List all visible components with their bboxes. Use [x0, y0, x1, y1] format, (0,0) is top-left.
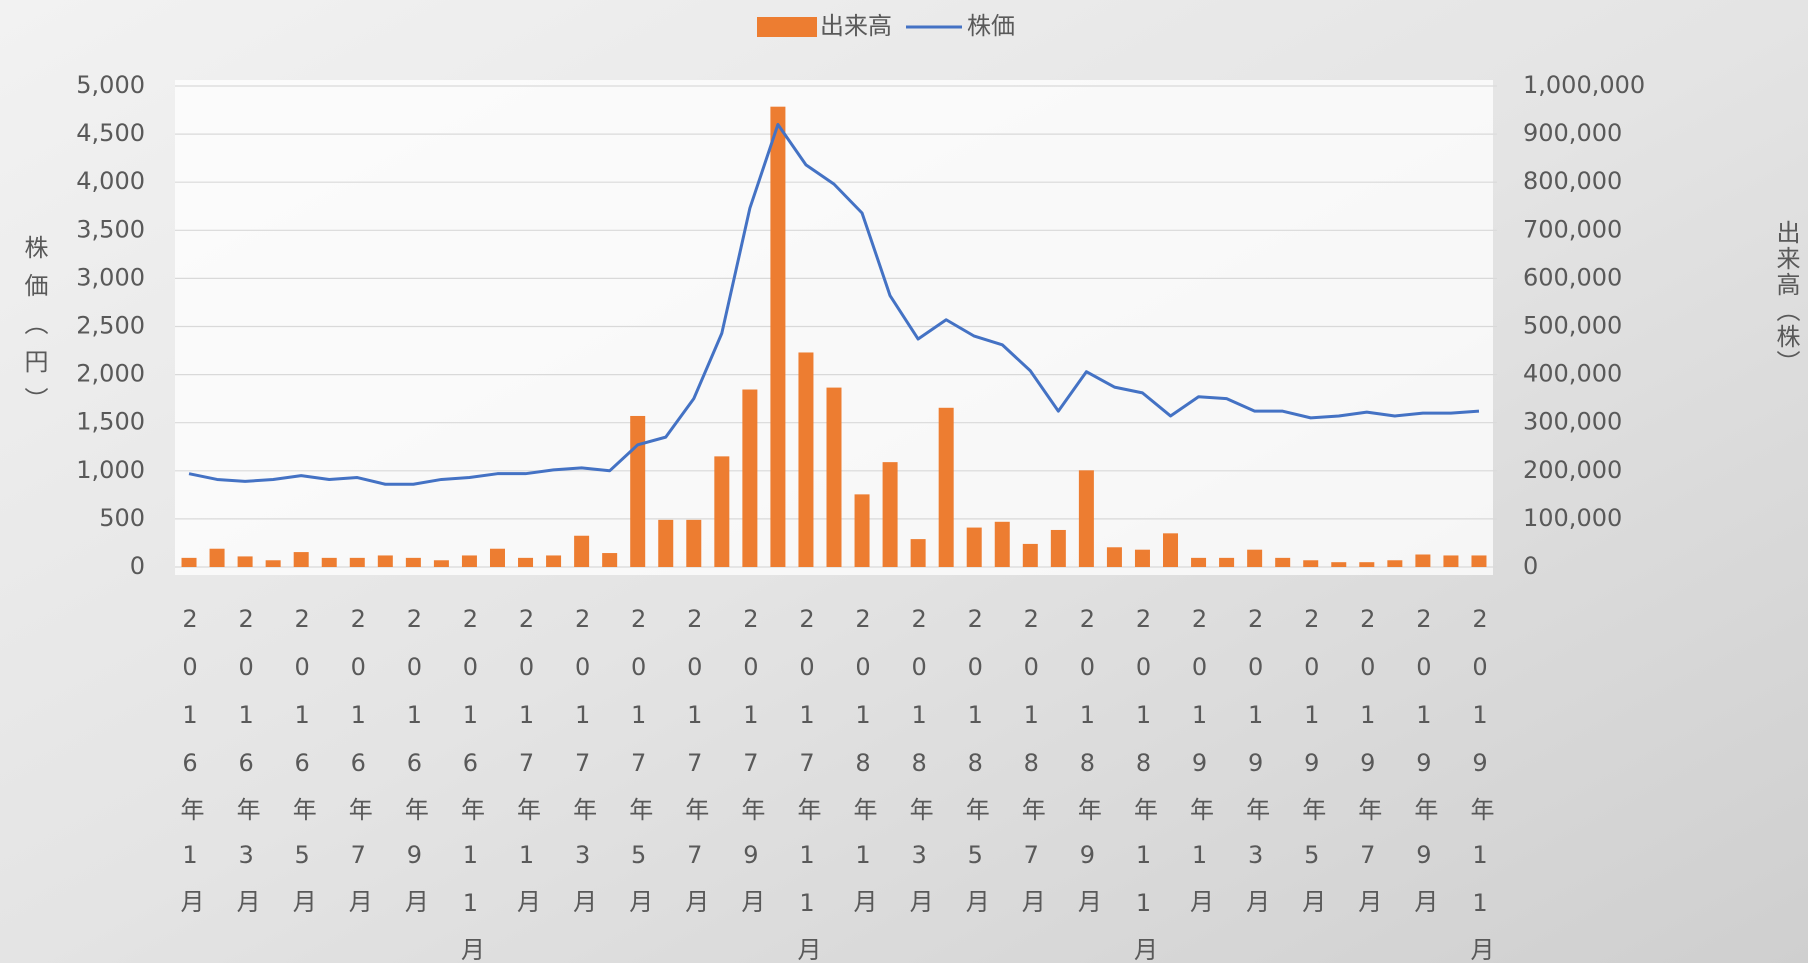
x-tick-label: 2017年5月	[625, 605, 653, 933]
bar	[1443, 555, 1458, 567]
bar	[294, 552, 309, 567]
bar	[1135, 550, 1150, 567]
bar	[490, 549, 505, 567]
bar	[1023, 544, 1038, 567]
y-tick-label: 2,500	[76, 312, 145, 340]
bar	[574, 536, 589, 567]
x-tick-label: 2018年7月	[1017, 605, 1045, 933]
y-tick-label: 5,000	[76, 71, 145, 99]
bar	[995, 522, 1010, 567]
bar	[1331, 562, 1346, 567]
y-tick-label: 3,000	[76, 263, 145, 291]
bar	[883, 462, 898, 567]
bar	[1219, 558, 1234, 567]
bar	[1163, 533, 1178, 567]
bar	[378, 555, 393, 567]
x-tick-label: 2017年1月	[513, 605, 541, 933]
bar	[714, 456, 729, 567]
chart: 株価（円） 出来高（株） 0 500 1,000 1,500 2,000 2,500 3,0…	[0, 0, 1808, 963]
bar	[1051, 530, 1066, 567]
bar	[350, 558, 365, 567]
bar	[630, 416, 645, 567]
bar	[210, 549, 225, 567]
bar	[462, 555, 477, 567]
x-tick-label: 2018年3月	[905, 605, 933, 933]
bar	[406, 558, 421, 567]
bar	[602, 553, 617, 567]
x-tick-label: 2016年1月	[176, 605, 204, 933]
y2-tick-label: 800,000	[1523, 167, 1622, 195]
bar	[686, 520, 701, 567]
bar	[1079, 470, 1094, 567]
legend-label: 株価	[967, 12, 1015, 40]
bar	[855, 494, 870, 567]
y2-tick-label: 500,000	[1523, 312, 1622, 340]
y2-tick-label: 200,000	[1523, 456, 1622, 484]
bar	[1359, 562, 1374, 567]
legend-swatch	[757, 17, 817, 37]
bar	[546, 555, 561, 567]
x-tick-label: 2016年3月	[232, 605, 260, 933]
y2-tick-label: 900,000	[1523, 119, 1622, 147]
x-tick-label: 2018年1月	[849, 605, 877, 933]
bar	[798, 352, 813, 567]
bar	[1387, 560, 1402, 567]
x-tick-label: 2016年11月	[456, 605, 484, 963]
x-tick-label: 2019年9月	[1410, 605, 1438, 933]
x-tick-label: 2018年9月	[1073, 605, 1101, 933]
y-tick-label: 1,000	[76, 456, 145, 484]
bar	[322, 558, 337, 567]
bar	[1275, 558, 1290, 567]
y-tick-label: 2,000	[76, 360, 145, 388]
bar	[939, 408, 954, 567]
y-tick-label: 4,000	[76, 167, 145, 195]
y-axis-title: 株価（円）	[20, 235, 48, 425]
bar	[770, 107, 785, 567]
x-tick-label: 2019年7月	[1354, 605, 1382, 933]
y2-axis-title: 出来高（株）	[1772, 220, 1800, 376]
y-tick-label: 500	[99, 504, 145, 532]
x-tick-label: 2016年5月	[288, 605, 316, 933]
bar	[1471, 555, 1486, 567]
bar	[827, 388, 842, 567]
y-tick-label: 0	[130, 552, 145, 580]
bar	[1415, 554, 1430, 567]
x-tick-label: 2018年11月	[1129, 605, 1157, 963]
bar	[1107, 547, 1122, 567]
x-tick-label: 2018年5月	[961, 605, 989, 933]
x-tick-label: 2017年3月	[569, 605, 597, 933]
y2-tick-label: 0	[1523, 552, 1538, 580]
y-tick-label: 4,500	[76, 119, 145, 147]
y2-tick-label: 400,000	[1523, 360, 1622, 388]
bar	[266, 560, 281, 567]
y2-tick-label: 700,000	[1523, 215, 1622, 243]
bar	[658, 520, 673, 567]
bar	[1247, 550, 1262, 567]
x-tick-label: 2016年9月	[400, 605, 428, 933]
x-tick-label: 2017年7月	[681, 605, 709, 933]
y2-tick-label: 600,000	[1523, 263, 1622, 291]
x-tick-label: 2017年11月	[793, 605, 821, 963]
bar	[1303, 560, 1318, 567]
y-tick-label: 1,500	[76, 408, 145, 436]
x-tick-label: 2017年9月	[737, 605, 765, 933]
y-tick-label: 3,500	[76, 215, 145, 243]
bar	[238, 556, 253, 567]
bar	[911, 539, 926, 567]
x-tick-label: 2019年11月	[1466, 605, 1494, 963]
bar	[182, 558, 197, 567]
bar	[518, 558, 533, 567]
legend-label: 出来高	[820, 12, 892, 40]
bar	[967, 528, 982, 567]
x-tick-label: 2016年7月	[344, 605, 372, 933]
y2-tick-label: 300,000	[1523, 408, 1622, 436]
x-tick-label: 2019年5月	[1298, 605, 1326, 933]
bar	[742, 390, 757, 567]
x-tick-label: 2019年1月	[1186, 605, 1214, 933]
y2-tick-label: 100,000	[1523, 504, 1622, 532]
x-tick-label: 2019年3月	[1242, 605, 1270, 933]
bar	[434, 560, 449, 567]
y2-tick-label: 1,000,000	[1523, 71, 1645, 99]
bar	[1191, 558, 1206, 567]
